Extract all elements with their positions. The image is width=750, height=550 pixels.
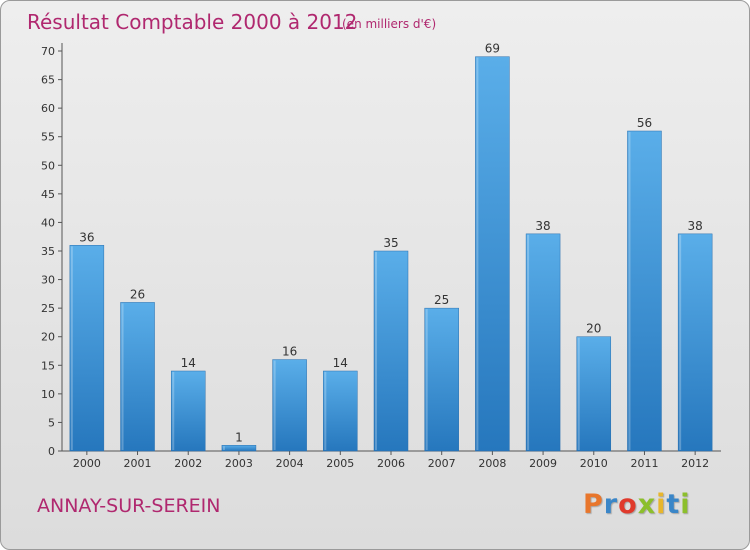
bar-highlight-2001 xyxy=(121,303,124,450)
x-tick-label-2006: 2006 xyxy=(377,457,405,470)
y-tick-label: 10 xyxy=(41,388,55,401)
bar-2002 xyxy=(170,370,206,452)
bar-2010 xyxy=(576,336,612,452)
logo-letter: x xyxy=(637,489,657,520)
y-tick-label: 60 xyxy=(41,102,55,115)
y-tick-label: 65 xyxy=(41,74,55,87)
value-label-2007: 25 xyxy=(434,293,449,307)
bar-2004 xyxy=(272,359,307,452)
bar-2007 xyxy=(424,307,459,452)
y-tick-label: 50 xyxy=(41,159,55,172)
x-tick-label-2002: 2002 xyxy=(174,457,202,470)
bar-highlight-2011 xyxy=(628,132,631,450)
value-label-2005: 14 xyxy=(333,356,348,370)
bar-2011 xyxy=(627,130,662,452)
y-tick-label: 30 xyxy=(41,274,55,287)
value-label-2008: 69 xyxy=(485,42,500,56)
value-label-2009: 38 xyxy=(535,219,550,233)
value-label-2001: 26 xyxy=(130,287,145,301)
bar-2008 xyxy=(475,56,510,452)
chart-axes: 0 5 10 15 20 25 30 35 40 45 50 55 60 65 70 2000 2001 2002… xyxy=(41,43,721,470)
y-tick-label: 55 xyxy=(41,131,55,144)
logo-letter: i xyxy=(680,489,691,520)
x-tick-label-2009: 2009 xyxy=(529,457,557,470)
bar-highlight-2004 xyxy=(273,360,276,450)
logo-letter: o xyxy=(618,489,638,520)
logo-letter: r xyxy=(603,489,619,520)
bar-highlight-2000 xyxy=(70,246,73,450)
value-label-2002: 14 xyxy=(181,356,196,370)
y-tick-label: 0 xyxy=(48,445,55,458)
bar-highlight-2012 xyxy=(679,234,682,450)
y-tick-label: 5 xyxy=(48,416,55,429)
value-label-2000: 36 xyxy=(79,230,94,244)
value-label-2003: 1 xyxy=(235,430,243,444)
x-tick-label-2000: 2000 xyxy=(73,457,101,470)
value-label-2011: 56 xyxy=(637,116,652,130)
bar-highlight-2008 xyxy=(476,57,479,450)
x-tick-label-2011: 2011 xyxy=(630,457,658,470)
chart-bars: 36 26 14 1 16 14 35 25 69 38 20 56 38 xyxy=(69,42,713,452)
bar-highlight-2002 xyxy=(172,372,175,450)
y-tick-label: 40 xyxy=(41,216,55,229)
chart-unit: (en milliers d'€) xyxy=(342,17,436,31)
bar-2009 xyxy=(525,233,561,452)
logo-letter: P xyxy=(583,489,604,520)
x-tick-label-2007: 2007 xyxy=(428,457,456,470)
value-label-2004: 16 xyxy=(282,345,297,359)
y-tick-label: 20 xyxy=(41,331,55,344)
chart-title: Résultat Comptable 2000 à 2012 xyxy=(27,10,357,34)
bar-2006 xyxy=(373,250,409,452)
y-tick-label: 25 xyxy=(41,302,55,315)
proxiti-logo[interactable]: Proxiti xyxy=(583,489,691,520)
logo-letter: t xyxy=(666,489,681,520)
bar-2001 xyxy=(120,302,155,452)
value-label-2010: 20 xyxy=(586,322,601,336)
x-tick-label-2010: 2010 xyxy=(580,457,608,470)
x-tick-label-2005: 2005 xyxy=(326,457,354,470)
y-tick-label: 15 xyxy=(41,359,55,372)
x-tick-label-2012: 2012 xyxy=(681,457,709,470)
bar-2005 xyxy=(323,370,358,452)
x-tick-label-2008: 2008 xyxy=(478,457,506,470)
commune-name: ANNAY-SUR-SEREIN xyxy=(37,495,221,517)
value-label-2012: 38 xyxy=(688,219,703,233)
bar-2003 xyxy=(221,445,257,452)
x-tick-label-2003: 2003 xyxy=(225,457,253,470)
bar-highlight-2005 xyxy=(324,372,327,450)
bar-highlight-2007 xyxy=(425,309,428,450)
value-label-2006: 35 xyxy=(383,236,398,250)
x-tick-label-2001: 2001 xyxy=(124,457,152,470)
bar-2000 xyxy=(69,245,105,452)
bar-highlight-2010 xyxy=(577,337,580,450)
y-tick-label: 45 xyxy=(41,188,55,201)
logo-letter: i xyxy=(656,489,667,520)
bar-highlight-2009 xyxy=(527,234,530,450)
bar-highlight-2006 xyxy=(375,252,377,450)
y-tick-label: 35 xyxy=(41,245,55,258)
bar-2012 xyxy=(677,233,713,452)
x-tick-label-2004: 2004 xyxy=(276,457,304,470)
y-tick-label: 70 xyxy=(41,45,55,58)
bar-highlight-2003 xyxy=(222,446,225,450)
